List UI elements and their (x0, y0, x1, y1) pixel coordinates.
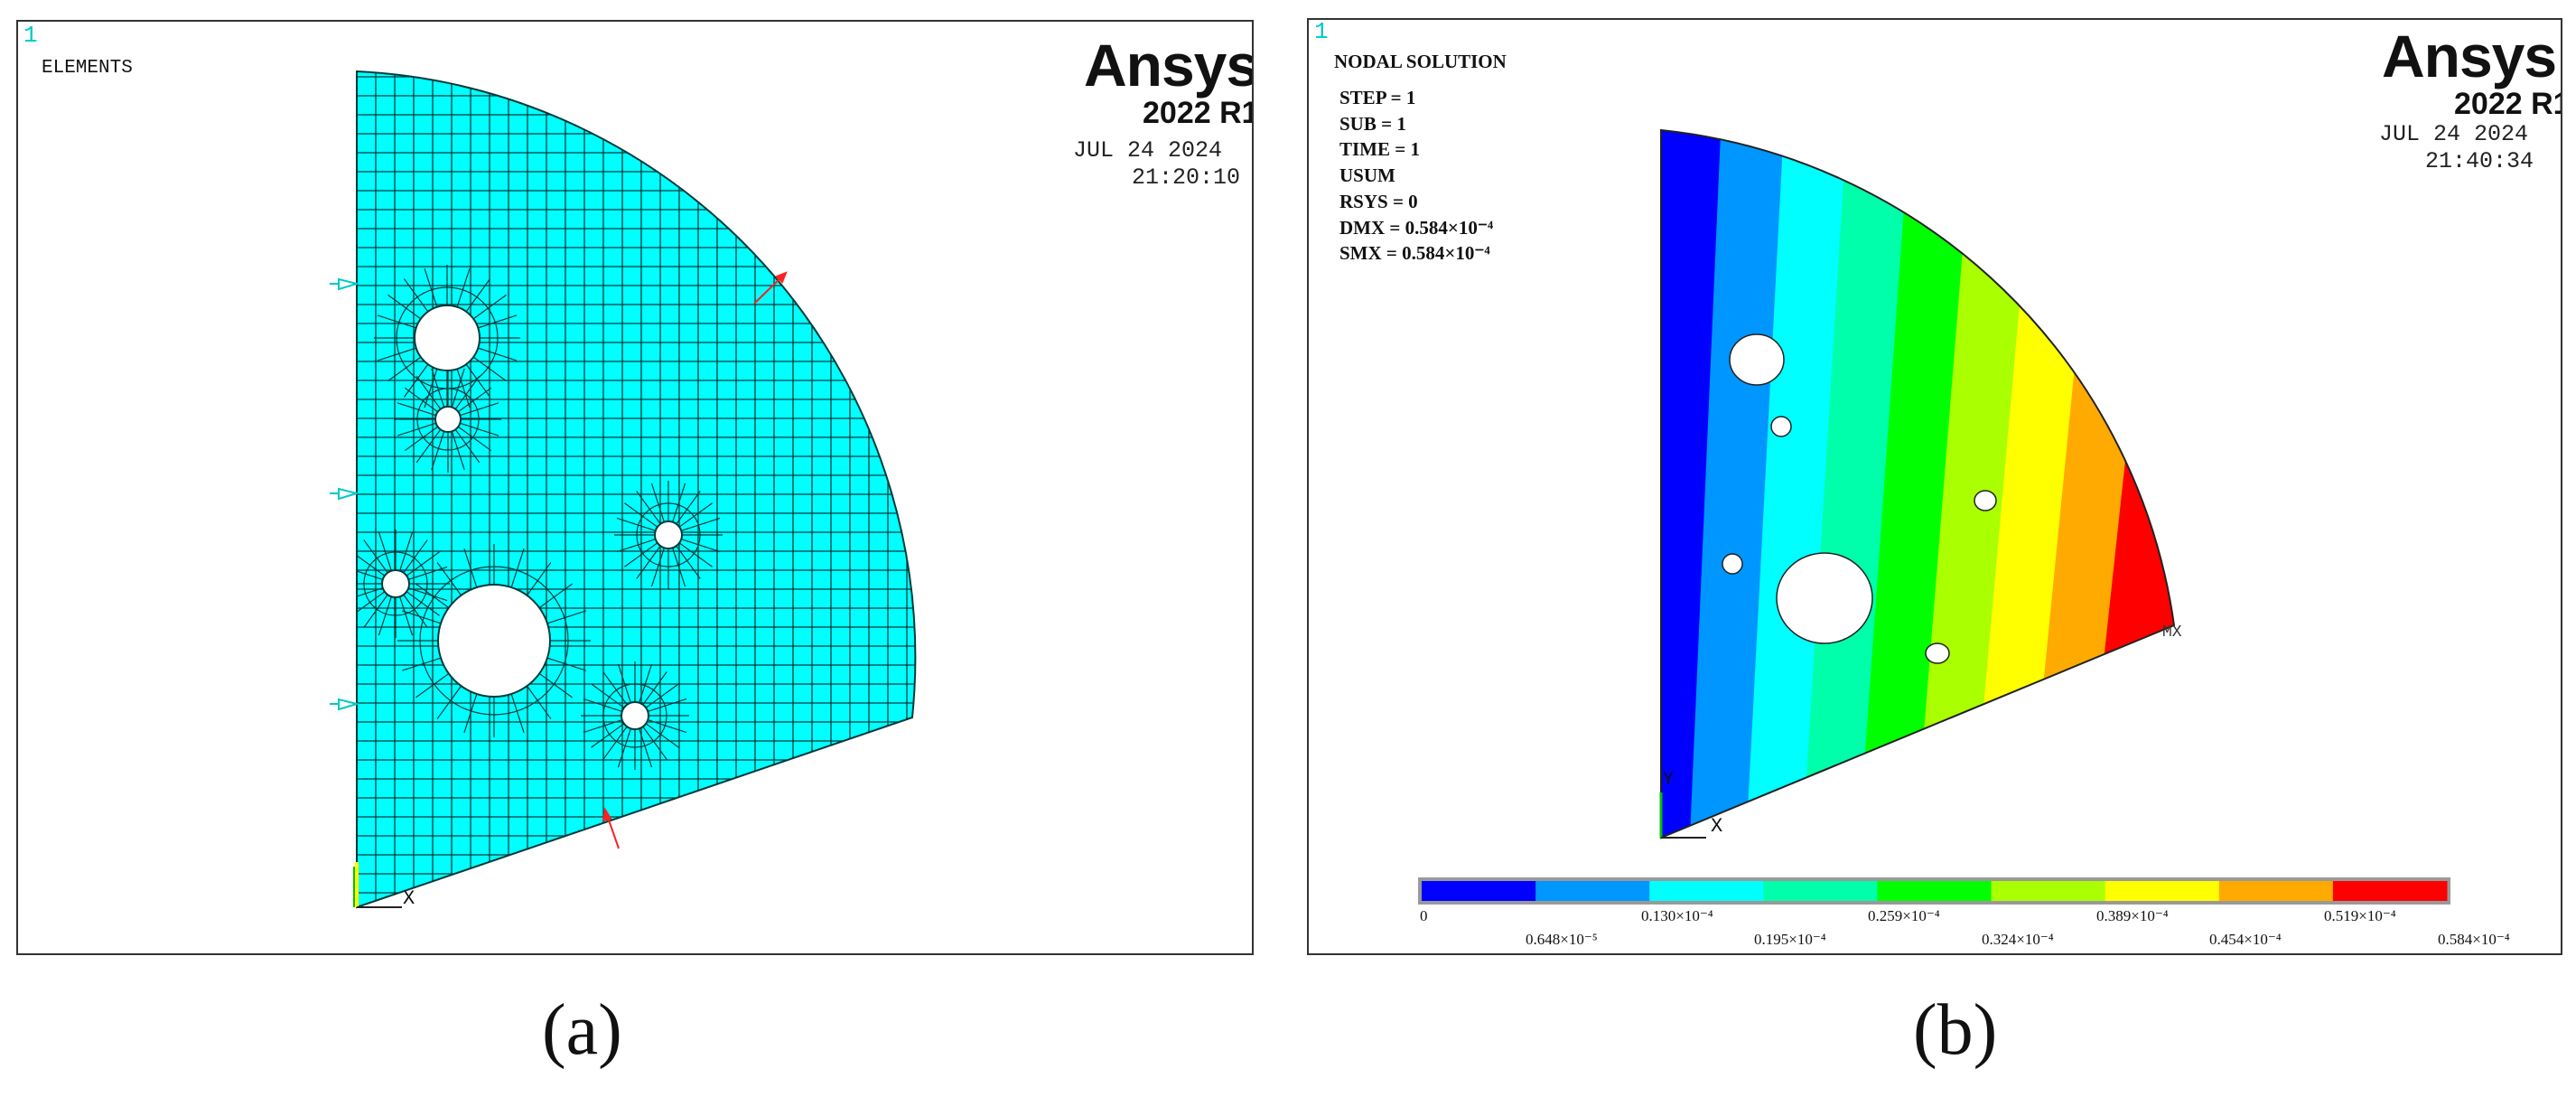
legend-swatch (2105, 881, 2220, 901)
contour-bands (1661, 130, 2174, 838)
coordinate-triad (353, 862, 402, 908)
caption-a: (a) (542, 990, 622, 1070)
contour-band (1661, 130, 1722, 838)
constraint-markers (330, 277, 360, 711)
legend-swatch (1991, 881, 2106, 901)
hole (1770, 416, 1792, 437)
sector-fill (356, 70, 917, 909)
plot-title: ELEMENTS (42, 58, 133, 79)
legend-label-bottom: 0.324×10⁻⁴ (1982, 931, 2054, 948)
date-label: JUL 24 2024 (2379, 121, 2529, 147)
axis-x-label: X (1711, 815, 1723, 838)
hole (654, 520, 683, 549)
legend-swatch (1535, 881, 1650, 901)
legend-label-bottom: 0.648×10⁻⁵ (1526, 931, 1598, 948)
legend-swatch (1763, 881, 1878, 901)
info-dmx: DMX = 0.584×10⁻⁴ (1339, 217, 1494, 239)
time-label: 21:20:10 (1132, 164, 1241, 191)
legend-label-bottom: 0.584×10⁻⁴ (2438, 931, 2510, 948)
mesh-grid (357, 71, 916, 907)
legend-swatch (1877, 881, 1993, 901)
info-step: STEP = 1 (1339, 87, 1416, 108)
date-label: JUL 24 2024 (1073, 137, 1223, 164)
legend-swatch (1649, 881, 1764, 901)
legend-swatch (2332, 881, 2448, 901)
sector-outline (1660, 128, 2176, 839)
info-smx: SMX = 0.584×10⁻⁴ (1339, 242, 1490, 264)
window-number: 1 (23, 22, 38, 49)
hole (621, 701, 649, 730)
version-label: 2022 R1 (2454, 87, 2562, 121)
contour-band (1856, 130, 1975, 838)
ansys-logo: Ansys (2382, 23, 2557, 89)
info-rsys: RSYS = 0 (1339, 191, 1418, 212)
contour-band (1688, 130, 1786, 838)
axis-y-label: Y (1663, 770, 1675, 791)
legend-colorbar (1418, 877, 2450, 905)
contour-band (1800, 130, 1912, 838)
legend-swatch (2218, 881, 2334, 901)
hole (381, 569, 410, 598)
info-time: TIME = 1 (1339, 138, 1420, 160)
legend-label-top: 0.519×10⁻⁴ (2324, 907, 2396, 924)
version-label: 2022 R1 (1143, 96, 1254, 130)
hole (1925, 642, 1950, 664)
hole (437, 584, 551, 698)
time-label: 21:40:34 (2425, 148, 2534, 174)
panel-b-nodal-solution: 1 NODAL SOLUTION STEP = 1 SUB = 1 TIME =… (1307, 18, 2562, 955)
hole (1722, 553, 1743, 575)
mesh-plot (330, 70, 917, 909)
legend-label-top: 0 (1420, 907, 1428, 924)
holes (381, 305, 683, 730)
caption-b: (b) (1913, 990, 1998, 1070)
legend-label-top: 0.130×10⁻⁴ (1641, 907, 1713, 924)
contour-band (1744, 130, 1849, 838)
ansys-logo: Ansys (1084, 32, 1254, 98)
hole (1776, 552, 1873, 644)
hole (1974, 490, 1997, 511)
axis-x-label: X (403, 887, 415, 910)
holes (1722, 333, 1997, 664)
coordinate-triad (1659, 792, 1706, 839)
panel-a-elements: 1 ELEMENTS Ansys 2022 R1 JUL 24 2024 21:… (16, 20, 1254, 955)
info-sub: SUB = 1 (1339, 113, 1406, 135)
hole (414, 305, 481, 371)
max-marker-label: MX (2162, 624, 2182, 642)
hole (1729, 333, 1785, 386)
legend-label-bottom: 0.454×10⁻⁴ (2209, 931, 2282, 948)
pressure-arrows (602, 271, 788, 849)
plot-title: NODAL SOLUTION (1334, 51, 1507, 72)
contour-band (2080, 130, 2174, 838)
info-usum: USUM (1339, 164, 1395, 186)
legend-label-top: 0.259×10⁻⁴ (1868, 907, 1940, 924)
legend-label-top: 0.389×10⁻⁴ (2096, 907, 2169, 924)
legend-label-bottom: 0.195×10⁻⁴ (1754, 931, 1826, 948)
hole (434, 406, 462, 433)
window-number: 1 (1314, 18, 1329, 45)
legend-swatch (1422, 881, 1536, 901)
contour-plot (1418, 128, 2450, 905)
